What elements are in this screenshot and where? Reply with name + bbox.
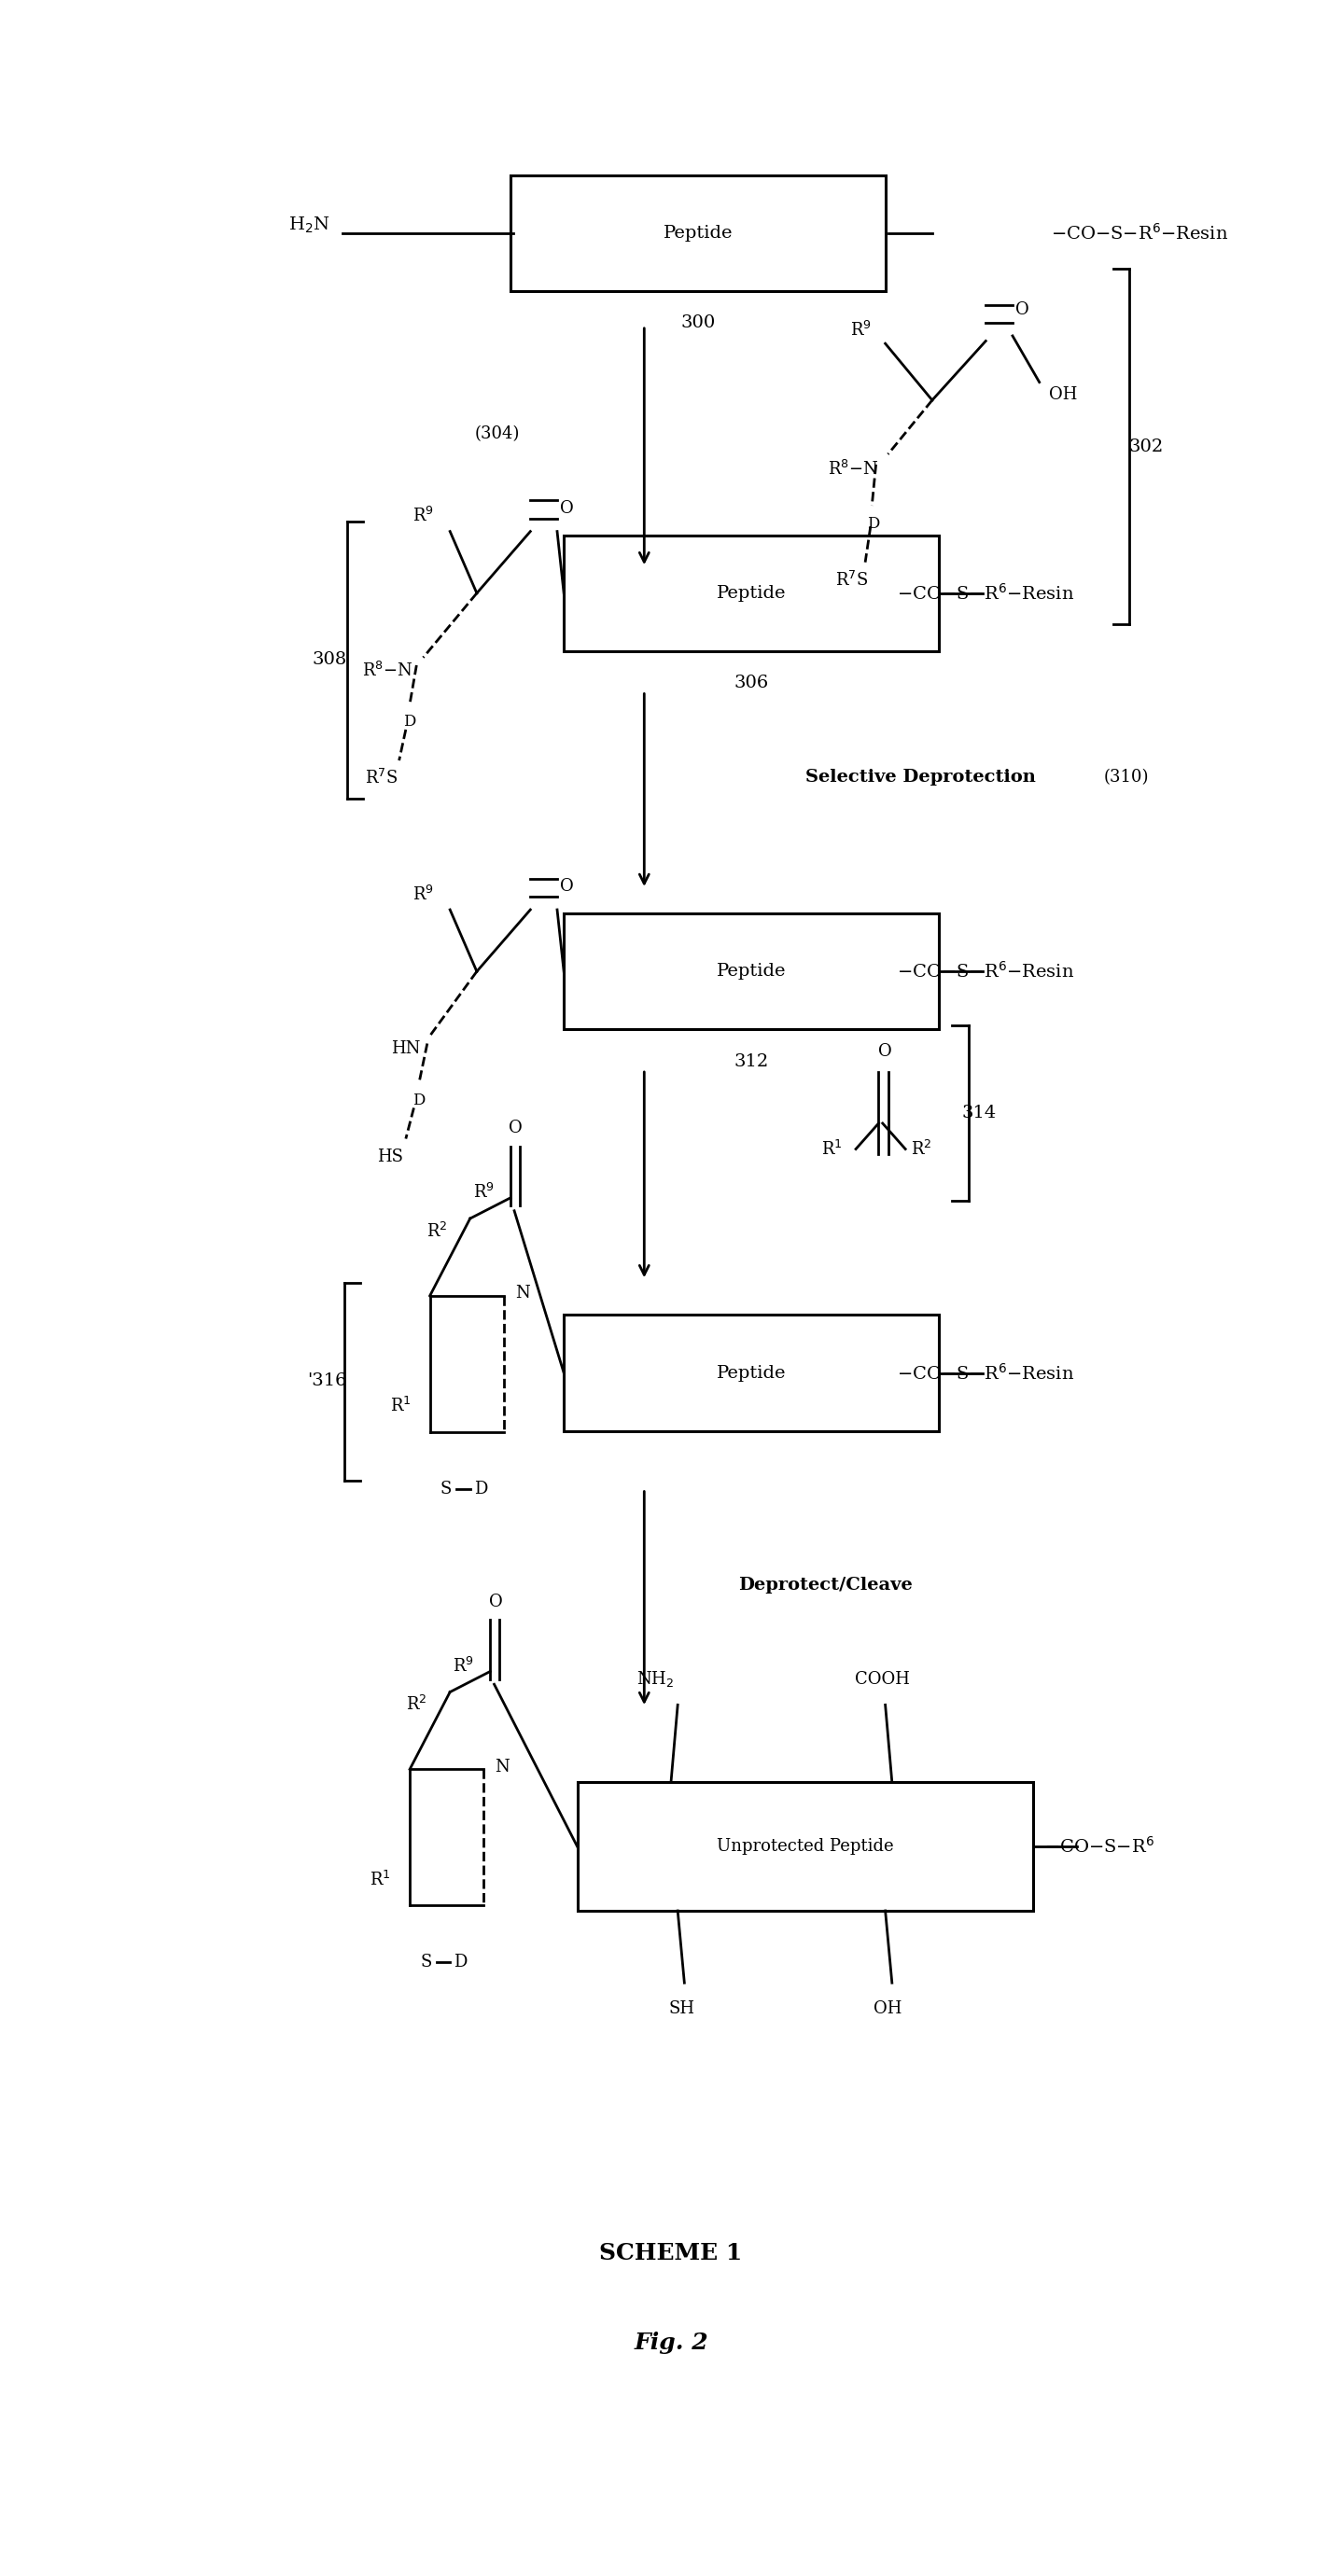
Text: H$_2$N: H$_2$N (289, 216, 330, 234)
Text: Peptide: Peptide (717, 1365, 786, 1381)
Text: S: S (440, 1481, 452, 1497)
Bar (577, 1783, 1032, 1911)
Text: D: D (404, 714, 416, 729)
Text: R$^9$: R$^9$ (452, 1656, 474, 1674)
Text: SH: SH (668, 1999, 695, 2017)
Text: R$^2$: R$^2$ (911, 1139, 931, 1159)
Text: D: D (413, 1092, 425, 1108)
Text: Peptide: Peptide (717, 963, 786, 979)
Text: $-$CO$-$S$-$R$^6$$-$Resin: $-$CO$-$S$-$R$^6$$-$Resin (896, 961, 1075, 981)
Bar (564, 914, 939, 1030)
Text: $-$CO$-$S$-$R$^6$: $-$CO$-$S$-$R$^6$ (1044, 1837, 1154, 1857)
Text: HN: HN (391, 1041, 420, 1056)
Text: 306: 306 (734, 675, 769, 690)
Text: (310): (310) (1103, 768, 1149, 786)
Text: Peptide: Peptide (663, 224, 733, 242)
Text: NH$_2$: NH$_2$ (636, 1669, 674, 1690)
Text: OH: OH (874, 1999, 902, 2017)
Text: R$^9$: R$^9$ (412, 886, 433, 904)
Text: $-$CO$-$S$-$R$^6$$-$Resin: $-$CO$-$S$-$R$^6$$-$Resin (896, 582, 1075, 603)
Text: R$^1$: R$^1$ (391, 1396, 411, 1417)
Text: Fig. 2: Fig. 2 (633, 2331, 709, 2354)
Text: HS: HS (377, 1149, 403, 1164)
Text: $-$CO$-$S$-$R$^6$$-$Resin: $-$CO$-$S$-$R$^6$$-$Resin (896, 1363, 1075, 1383)
Text: OH: OH (1049, 386, 1078, 404)
Text: O: O (879, 1043, 892, 1059)
Text: O: O (488, 1595, 502, 1610)
Text: 314: 314 (962, 1105, 997, 1121)
Text: O: O (509, 1121, 522, 1136)
Text: O: O (560, 878, 573, 894)
Text: 302: 302 (1129, 438, 1164, 456)
Text: 308: 308 (313, 652, 346, 670)
Text: D: D (454, 1953, 467, 1971)
Text: Peptide: Peptide (717, 585, 786, 603)
Text: S: S (420, 1953, 432, 1971)
Text: R$^9$: R$^9$ (412, 507, 433, 526)
Text: SCHEME 1: SCHEME 1 (600, 2241, 742, 2264)
Text: D: D (474, 1481, 487, 1497)
Text: O: O (1015, 301, 1029, 319)
Text: COOH: COOH (855, 1672, 910, 1687)
Bar (564, 1314, 939, 1430)
Text: R$^1$: R$^1$ (370, 1870, 391, 1888)
Text: D: D (867, 515, 879, 531)
Bar (510, 175, 886, 291)
Text: R$^9$: R$^9$ (851, 322, 872, 340)
Text: '316: '316 (307, 1373, 346, 1388)
Text: Deprotect/Cleave: Deprotect/Cleave (738, 1577, 913, 1595)
Text: O: O (560, 500, 573, 518)
Text: N: N (515, 1285, 530, 1301)
Text: (304): (304) (474, 425, 519, 443)
Bar (564, 536, 939, 652)
Text: R$^8$$-$N: R$^8$$-$N (828, 461, 879, 479)
Text: R$^2$: R$^2$ (407, 1695, 427, 1713)
Text: 312: 312 (734, 1054, 769, 1069)
Text: Selective Deprotection: Selective Deprotection (805, 768, 1035, 786)
Text: Unprotected Peptide: Unprotected Peptide (717, 1839, 894, 1855)
Text: N: N (495, 1759, 510, 1775)
Text: 300: 300 (680, 314, 715, 332)
Text: R$^7$S: R$^7$S (835, 572, 868, 590)
Text: R$^8$$-$N: R$^8$$-$N (362, 662, 412, 680)
Text: R$^2$: R$^2$ (427, 1221, 447, 1242)
Text: $-$CO$-$S$-$R$^6$$-$Resin: $-$CO$-$S$-$R$^6$$-$Resin (1051, 222, 1228, 242)
Text: R$^1$: R$^1$ (821, 1139, 843, 1159)
Text: R$^7$S: R$^7$S (365, 770, 399, 788)
Text: R$^9$: R$^9$ (472, 1182, 494, 1203)
